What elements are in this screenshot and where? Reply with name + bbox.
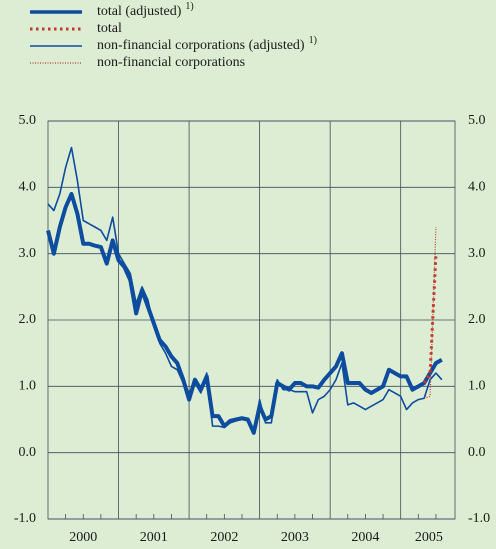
- y-tick-label: 0.0: [19, 445, 37, 460]
- series-line: [422, 253, 438, 384]
- x-tick-label: 2003: [281, 530, 309, 545]
- y-tick-label: 2.0: [19, 312, 37, 327]
- y-tick-label: -1.0: [14, 511, 36, 526]
- legend-label: non-financial corporations: [97, 55, 245, 70]
- legend-name: non-financial corporations: [97, 55, 245, 70]
- y-tick-label: 1.0: [19, 379, 37, 394]
- legend-note: 1): [185, 1, 193, 12]
- legend-name: non-financial corporations (adjusted): [97, 38, 305, 53]
- y2-tick-label: 1.0: [468, 379, 486, 394]
- y-tick-label: 3.0: [19, 246, 37, 261]
- y2-tick-label: 3.0: [468, 246, 486, 261]
- y-tick-label: 5.0: [19, 113, 37, 128]
- x-tick-label: 2002: [210, 530, 238, 545]
- y-tick-label: 4.0: [19, 180, 37, 195]
- legend-label: total: [97, 21, 122, 36]
- legend-name: total: [97, 21, 122, 36]
- x-tick-label: 2004: [351, 530, 379, 545]
- legend-label: total (adjusted) 1): [97, 1, 194, 19]
- y2-tick-label: -1.0: [468, 511, 490, 526]
- y2-tick-label: 2.0: [468, 312, 486, 327]
- legend-label: non-financial corporations (adjusted) 1): [97, 35, 317, 53]
- x-tick-label: 2005: [415, 530, 443, 545]
- y2-tick-label: 0.0: [468, 445, 486, 460]
- x-tick-label: 2000: [69, 530, 97, 545]
- y2-tick-label: 5.0: [468, 113, 486, 128]
- series-line: [47, 146, 443, 434]
- x-tick-label: 2001: [140, 530, 168, 545]
- series-line: [46, 191, 443, 435]
- y2-tick-label: 4.0: [468, 180, 486, 195]
- legend-name: total (adjusted): [97, 4, 182, 19]
- legend-note: 1): [309, 35, 317, 46]
